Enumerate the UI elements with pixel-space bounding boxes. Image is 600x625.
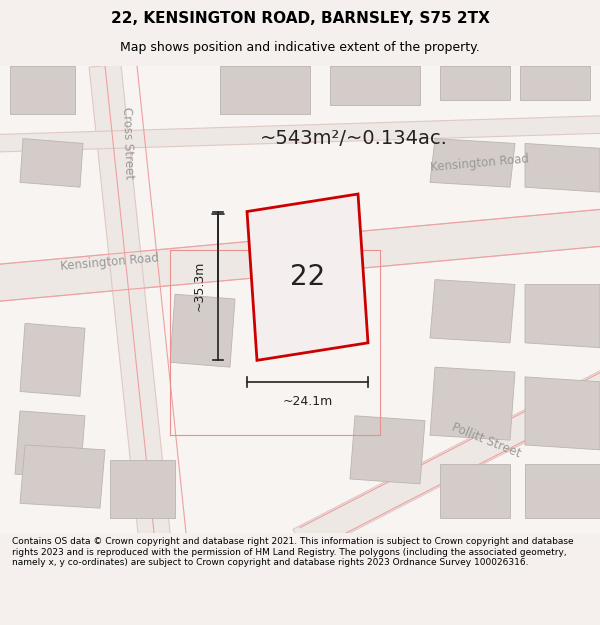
Polygon shape [0,208,600,303]
Polygon shape [430,139,515,188]
Text: ~35.3m: ~35.3m [193,261,206,311]
Polygon shape [20,445,105,508]
Polygon shape [20,323,85,396]
Polygon shape [220,66,310,114]
Polygon shape [525,377,600,450]
Polygon shape [10,66,75,114]
Polygon shape [350,416,425,484]
Polygon shape [525,464,600,518]
Polygon shape [0,115,600,152]
Polygon shape [430,279,515,343]
Text: Kensington Road: Kensington Road [60,251,160,273]
Polygon shape [525,143,600,192]
Polygon shape [170,294,235,367]
Text: Contains OS data © Crown copyright and database right 2021. This information is : Contains OS data © Crown copyright and d… [12,537,574,567]
Polygon shape [293,364,600,555]
Polygon shape [247,194,368,361]
Polygon shape [20,139,83,188]
Polygon shape [520,66,590,99]
Text: ~543m²/~0.134ac.: ~543m²/~0.134ac. [260,129,448,148]
Polygon shape [330,66,420,104]
Text: Pollitt Street: Pollitt Street [450,421,523,460]
Polygon shape [430,367,515,440]
Text: Cross Street: Cross Street [120,107,136,180]
Polygon shape [440,464,510,518]
Text: 22, KENSINGTON ROAD, BARNSLEY, S75 2TX: 22, KENSINGTON ROAD, BARNSLEY, S75 2TX [110,11,490,26]
Text: Map shows position and indicative extent of the property.: Map shows position and indicative extent… [120,41,480,54]
Polygon shape [525,284,600,348]
Text: 22: 22 [290,263,325,291]
Polygon shape [15,411,85,479]
Polygon shape [110,459,175,518]
Text: ~24.1m: ~24.1m [283,396,332,408]
Polygon shape [440,66,510,99]
Polygon shape [89,64,171,544]
Text: Kensington Road: Kensington Road [430,152,530,174]
